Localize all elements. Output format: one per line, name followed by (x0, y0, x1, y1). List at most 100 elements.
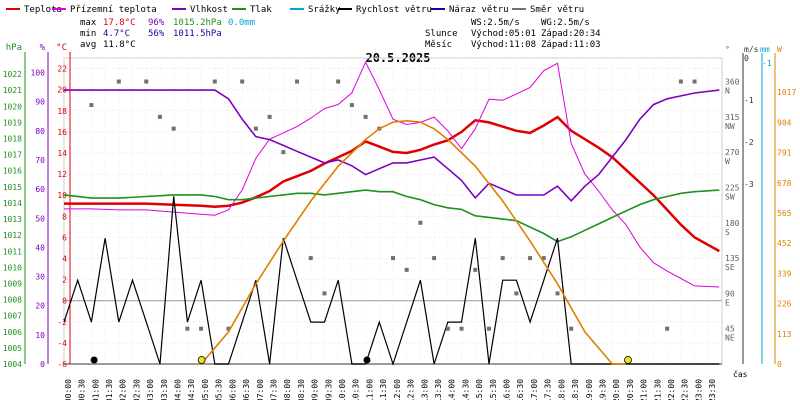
wind-dir-point (281, 150, 286, 155)
stats-press-max: 1015.2hPa (173, 18, 222, 28)
x-tick-label: 06:00 (228, 379, 237, 400)
solar-tick-label: 565 (777, 209, 792, 218)
wind-dir-point (391, 256, 395, 261)
x-tick-label: 03:30 (160, 379, 169, 400)
wind-dir-point (336, 79, 341, 84)
legend-label-2: Vlhkost (190, 5, 228, 15)
temperature-tick-label: 2 (62, 276, 67, 285)
info-moon-label: Měsíc (425, 40, 452, 50)
wind-dir-tick-compass: NW (725, 122, 735, 131)
wind-dir-point (555, 291, 560, 296)
temperature-tick-label: 14 (57, 149, 67, 158)
humidity-tick-label: 80 (35, 127, 45, 136)
x-tick-label: 07:00 (256, 379, 265, 400)
series (63, 61, 720, 366)
x-axis-unit: čas (733, 369, 748, 379)
wind-dir-point (445, 326, 450, 331)
x-tick-label: 04:30 (187, 379, 196, 400)
pressure-tick-label: 1006 (3, 328, 22, 337)
info-sun-set: Západ:20:34 (541, 29, 601, 39)
wind-dir-tick-compass: N (725, 87, 730, 96)
x-tick-label: 20:00 (612, 379, 621, 400)
temperature-tick-label: 8 (62, 212, 67, 221)
wind-dir-tick-deg: 270 (725, 148, 740, 157)
x-tick-label: 21:30 (653, 379, 662, 400)
wind-dir-point (295, 79, 300, 84)
x-tick-label: 22:30 (681, 379, 690, 400)
sunrise-marker (197, 356, 206, 364)
x-tick-label: 05:30 (215, 379, 224, 400)
solar-tick-label: 791 (777, 149, 792, 158)
x-tick-label: 20:30 (626, 379, 635, 400)
wind-speed-tick-label: -2 (744, 138, 754, 147)
wind-dir-tick-deg: 315 (725, 113, 740, 122)
pressure-tick-label: 1021 (3, 86, 22, 95)
wind-dir-point (363, 114, 368, 119)
stats-press-min: 1011.5hPa (173, 29, 222, 39)
solar-tick-label: 226 (777, 300, 792, 309)
stats-panel: max 17.8°C 96% 1015.2hPa 0.0mm min 4.7°C… (80, 18, 255, 50)
temperature-tick-label: 0 (62, 297, 67, 306)
humidity-tick-label: 0 (40, 360, 45, 369)
x-tick-label: 19:30 (599, 379, 608, 400)
temperature-tick-label: 12 (57, 170, 67, 179)
legend-label-1: Přízemní teplota (70, 5, 157, 15)
info-sun-rise: Východ:05:01 (471, 29, 536, 39)
pressure-tick-label: 1004 (3, 360, 22, 369)
pressure-tick-label: 1012 (3, 231, 22, 240)
wind-dir-tick-compass: SE (725, 263, 735, 272)
x-tick-label: 22:00 (667, 379, 676, 400)
x-tick-label: 07:30 (270, 379, 279, 400)
wind-dir-point (404, 267, 409, 272)
pressure-axis-label: hPa (6, 43, 22, 53)
pressure-tick-label: 1016 (3, 167, 22, 176)
x-tick-label: 18:00 (557, 379, 566, 400)
stats-max-label: max (80, 18, 97, 28)
info-moon-rise: Východ:11:08 (471, 40, 536, 50)
temperature-tick-label: 20 (57, 86, 67, 95)
humidity-tick-label: 40 (35, 243, 45, 252)
wind-dir-tick-deg: 180 (725, 219, 740, 228)
x-tick-label: 03:00 (146, 379, 155, 400)
wind-dir-point (157, 114, 162, 119)
x-tick-label: 19:00 (585, 379, 594, 400)
x-tick-label: 18:30 (571, 379, 580, 400)
legend-label-6: Náraz větru (449, 5, 509, 15)
temperature-tick-label: -6 (57, 360, 67, 369)
x-tick-label: 02:30 (132, 379, 141, 400)
x-tick-label: 15:30 (489, 379, 498, 400)
x-tick-label: 10:00 (338, 379, 347, 400)
humidity-tick-label: 50 (35, 214, 45, 223)
stats-temp-max: 17.8°C (103, 18, 136, 28)
legend-label-0: Teplota (24, 5, 62, 15)
humidity-tick-label: 60 (35, 185, 45, 194)
x-tick-label: 13:30 (434, 379, 443, 400)
x-tick-label: 09:00 (311, 379, 320, 400)
wind-speed-tick-label: -3 (744, 180, 754, 189)
info-wg: WG:2.5m/s (541, 18, 590, 28)
x-tick-label: 21:00 (640, 379, 649, 400)
wind-speed-tick-label: -1 (744, 96, 754, 105)
stats-min-label: min (80, 29, 96, 39)
stats-temp-avg: 11.8°C (103, 40, 136, 50)
temperature-tick-label: 6 (62, 233, 67, 242)
wind-speed-tick-label: 0 (744, 54, 749, 63)
x-tick-label: 06:30 (242, 379, 251, 400)
temperature-tick-label: 22 (57, 65, 67, 74)
humidity-tick-label: 90 (35, 98, 45, 107)
x-tick-label: 01:30 (105, 379, 114, 400)
temperature-tick-label: 10 (57, 191, 67, 200)
x-tick-label: 14:00 (448, 379, 457, 400)
wind-dir-point (459, 326, 464, 331)
pressure-tick-label: 1017 (3, 151, 22, 160)
x-tick-label: 23:00 (694, 379, 703, 400)
x-tick-label: 16:00 (503, 379, 512, 400)
solar-tick-label: 452 (777, 239, 792, 248)
solar-tick-label: 904 (777, 118, 792, 127)
x-tick-label: 14:30 (461, 379, 470, 400)
info-sun-label: Slunce (425, 29, 458, 39)
info-panel: WS:2.5m/s WG:2.5m/s Slunce Východ:05:01 … (425, 18, 601, 50)
x-tick-label: 09:30 (324, 379, 333, 400)
solar-tick-label: 1017 (777, 88, 796, 97)
